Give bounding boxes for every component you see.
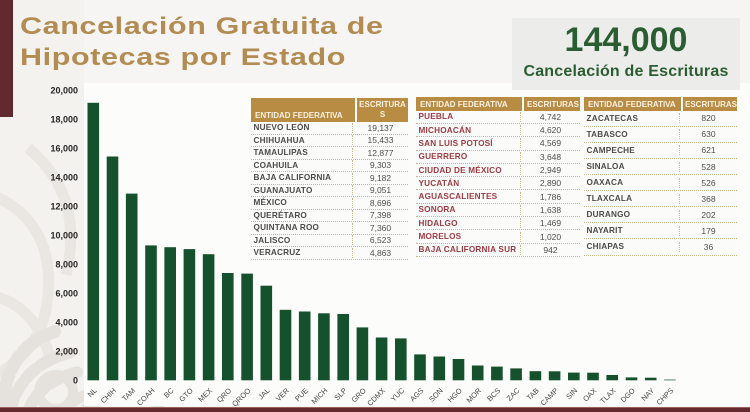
svg-text:20,000: 20,000 <box>50 86 78 96</box>
svg-text:4,000: 4,000 <box>55 318 78 328</box>
svg-text:10,000: 10,000 <box>50 231 78 241</box>
svg-text:6,000: 6,000 <box>55 289 78 299</box>
svg-text:12,000: 12,000 <box>50 202 78 212</box>
svg-text:16,000: 16,000 <box>50 144 78 154</box>
svg-text:2,000: 2,000 <box>55 347 78 357</box>
svg-text:14,000: 14,000 <box>50 173 78 183</box>
svg-text:18,000: 18,000 <box>50 115 78 125</box>
svg-text:0: 0 <box>73 376 78 386</box>
svg-text:8,000: 8,000 <box>55 260 78 270</box>
